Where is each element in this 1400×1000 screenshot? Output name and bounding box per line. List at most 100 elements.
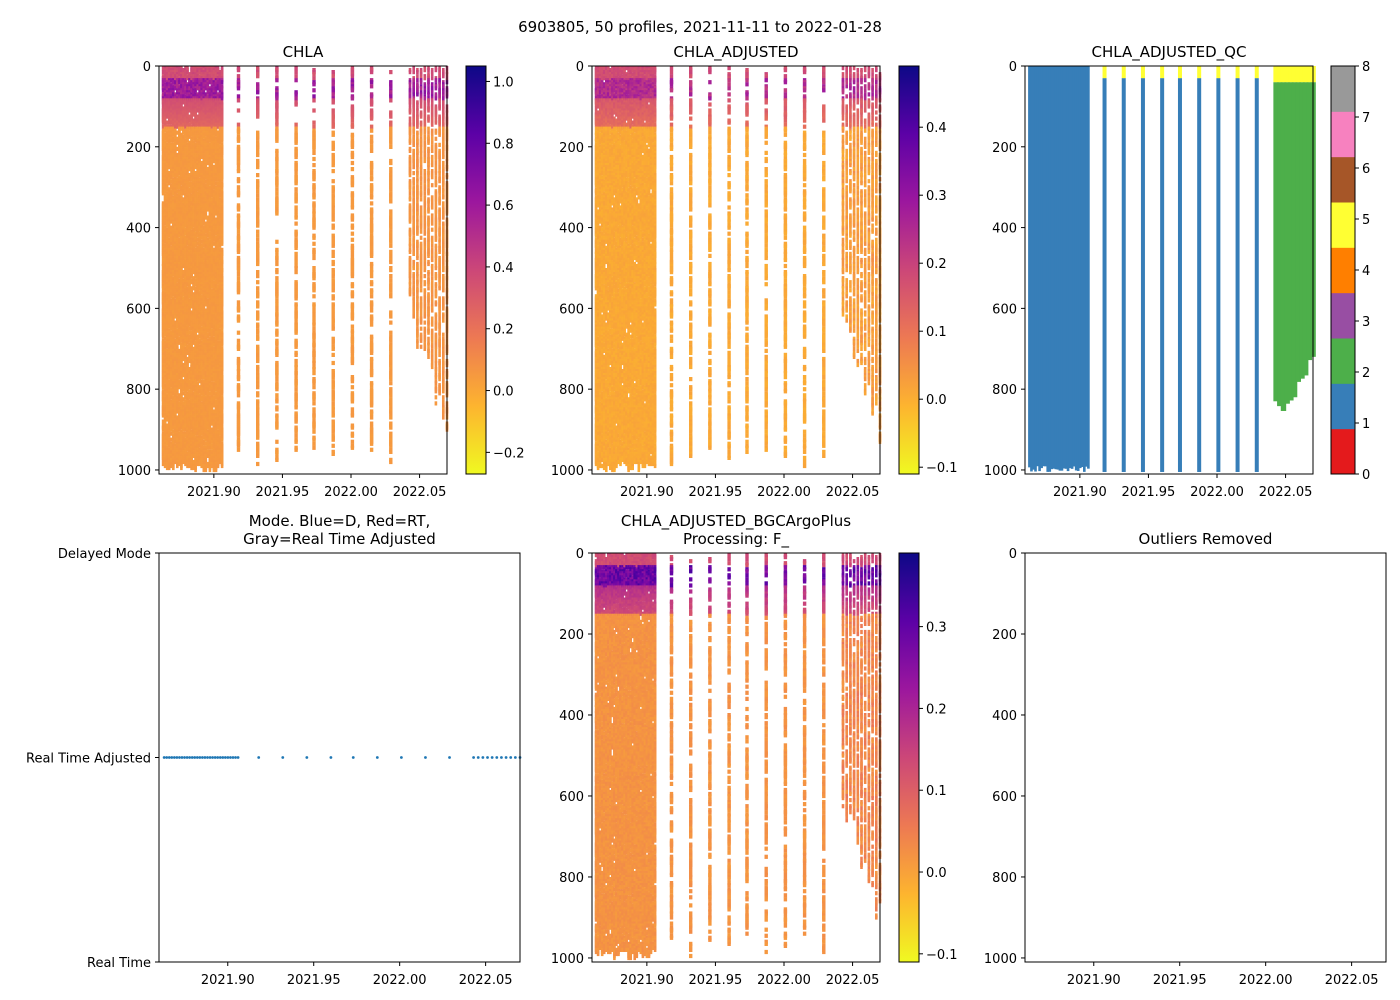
heatmap-cell <box>186 413 189 418</box>
heatmap-cell <box>178 340 181 345</box>
heatmap-cell <box>190 326 193 331</box>
heatmap-cell <box>172 391 175 396</box>
heatmap-cell <box>167 193 171 198</box>
heatmap-cell <box>178 461 181 467</box>
heatmap-cell <box>161 461 165 467</box>
heatmap-cell <box>165 344 169 349</box>
heatmap-cell <box>184 90 187 95</box>
heatmap-cell <box>186 92 189 97</box>
heatmap-cell <box>182 373 185 378</box>
heatmap-cell <box>161 140 165 145</box>
heatmap-cell <box>161 243 165 248</box>
heatmap-cell <box>161 302 165 307</box>
heatmap-cell <box>182 243 185 248</box>
heatmap-cell <box>190 225 193 230</box>
heatmap-cell <box>174 439 177 444</box>
heatmap-cell <box>188 126 191 131</box>
heatmap-cell <box>190 140 193 145</box>
heatmap-cell <box>169 90 173 95</box>
heatmap-cell <box>192 152 195 158</box>
heatmap-cell <box>182 130 185 135</box>
heatmap-cell <box>186 387 189 392</box>
heatmap-cell <box>192 98 195 103</box>
heatmap-cell <box>169 383 173 388</box>
heatmap-cell <box>180 243 183 248</box>
heatmap-cell <box>161 399 165 404</box>
heatmap-cell <box>180 354 183 359</box>
heatmap-cell <box>182 391 185 396</box>
heatmap-cell <box>172 92 175 97</box>
heatmap-cell <box>176 213 179 218</box>
heatmap-cell <box>188 326 191 331</box>
heatmap-cell <box>174 124 177 129</box>
heatmap-cell <box>169 179 173 184</box>
heatmap-cell <box>192 371 195 376</box>
heatmap-cell <box>184 302 187 307</box>
figure-suptitle: 6903805, 50 profiles, 2021-11-11 to 2022… <box>518 18 882 36</box>
heatmap-cell <box>167 74 171 79</box>
heatmap-cell <box>169 175 173 180</box>
heatmap-cell <box>188 167 191 172</box>
heatmap-cell <box>178 233 181 238</box>
heatmap-cell <box>180 191 183 196</box>
heatmap-cell <box>167 407 171 412</box>
heatmap-cell <box>176 146 179 151</box>
heatmap-cell <box>174 298 177 303</box>
heatmap-cell <box>192 387 195 392</box>
heatmap-cell <box>180 148 183 153</box>
heatmap-cell <box>182 191 185 196</box>
heatmap-cell <box>167 465 171 471</box>
heatmap-cell <box>190 120 193 125</box>
heatmap-cell <box>176 358 179 364</box>
heatmap-cell <box>176 409 179 414</box>
heatmap-cell <box>182 100 185 105</box>
heatmap-cell <box>165 441 169 446</box>
heatmap-cell <box>186 193 189 198</box>
heatmap-cell <box>165 320 169 325</box>
heatmap-cell <box>184 158 187 164</box>
heatmap-cell <box>163 257 167 263</box>
heatmap-cell <box>182 314 185 319</box>
heatmap-cell <box>174 140 177 145</box>
heatmap-cell <box>192 193 195 198</box>
heatmap-cell <box>163 221 167 226</box>
heatmap-cell <box>174 76 177 81</box>
heatmap-cell <box>172 449 175 454</box>
heatmap-cell <box>161 334 165 339</box>
heatmap-cell <box>188 294 191 299</box>
heatmap-cell <box>180 367 183 372</box>
heatmap-cell <box>174 459 177 465</box>
heatmap-cell <box>172 160 175 166</box>
heatmap-cell <box>167 90 171 95</box>
heatmap-cell <box>180 90 183 95</box>
heatmap-cell <box>169 219 173 224</box>
heatmap-cell <box>169 431 173 436</box>
heatmap-cell <box>192 223 195 228</box>
heatmap-cell <box>188 118 191 123</box>
heatmap-cell <box>165 114 169 119</box>
heatmap-cell <box>169 395 173 400</box>
heatmap-cell <box>163 243 167 248</box>
heatmap-cell <box>194 467 197 473</box>
heatmap-cell <box>178 249 181 254</box>
heatmap-cell <box>172 80 175 85</box>
heatmap-cell <box>178 90 181 95</box>
heatmap-cell <box>188 463 191 469</box>
heatmap-cell <box>192 112 195 117</box>
heatmap-cell <box>184 251 187 256</box>
heatmap-cell <box>178 375 181 380</box>
heatmap-cell <box>172 292 175 297</box>
heatmap-cell <box>190 98 193 103</box>
heatmap-cell <box>208 467 212 473</box>
heatmap-cell <box>172 465 175 471</box>
heatmap-cell <box>192 243 195 248</box>
heatmap-cell <box>172 144 175 149</box>
heatmap-cell <box>165 179 169 184</box>
heatmap-cell <box>161 257 165 263</box>
heatmap-cell <box>172 203 175 208</box>
heatmap-cell <box>186 165 189 170</box>
heatmap-cell <box>178 274 181 279</box>
heatmap-cell <box>188 183 191 188</box>
heatmap-cell <box>192 270 195 275</box>
